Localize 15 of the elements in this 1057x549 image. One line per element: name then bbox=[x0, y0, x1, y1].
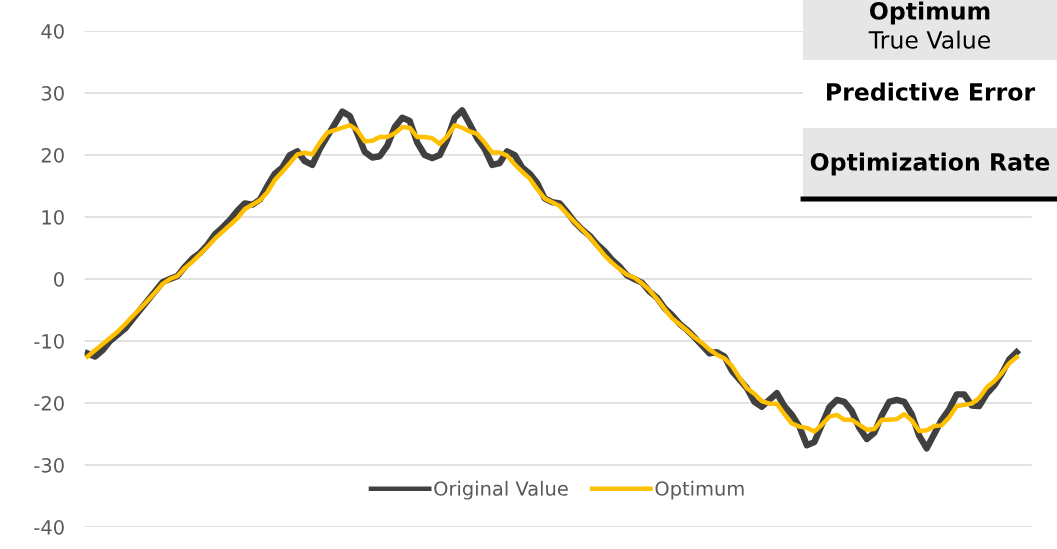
y-tick-label: -30 bbox=[34, 457, 64, 473]
y-tick-label: -40 bbox=[34, 520, 64, 535]
y-tick-label: 10 bbox=[42, 209, 64, 225]
y-tick-label: 20 bbox=[41, 147, 64, 163]
annotation: Predictive Error bbox=[827, 82, 1036, 101]
y-tick-label: -10 bbox=[34, 333, 64, 349]
legend-label: Optimum bbox=[655, 480, 744, 500]
y-tick-label: 30 bbox=[41, 85, 64, 101]
y-tick-label: 0 bbox=[54, 271, 64, 287]
legend-label: Original Value bbox=[434, 480, 568, 500]
y-tick-label: -20 bbox=[34, 395, 64, 411]
annotation: True Value bbox=[868, 30, 990, 49]
text: Optimum bbox=[869, 1, 990, 25]
y-tick-label: 40 bbox=[41, 23, 64, 39]
annotation: Optimization Rate bbox=[810, 152, 1050, 176]
